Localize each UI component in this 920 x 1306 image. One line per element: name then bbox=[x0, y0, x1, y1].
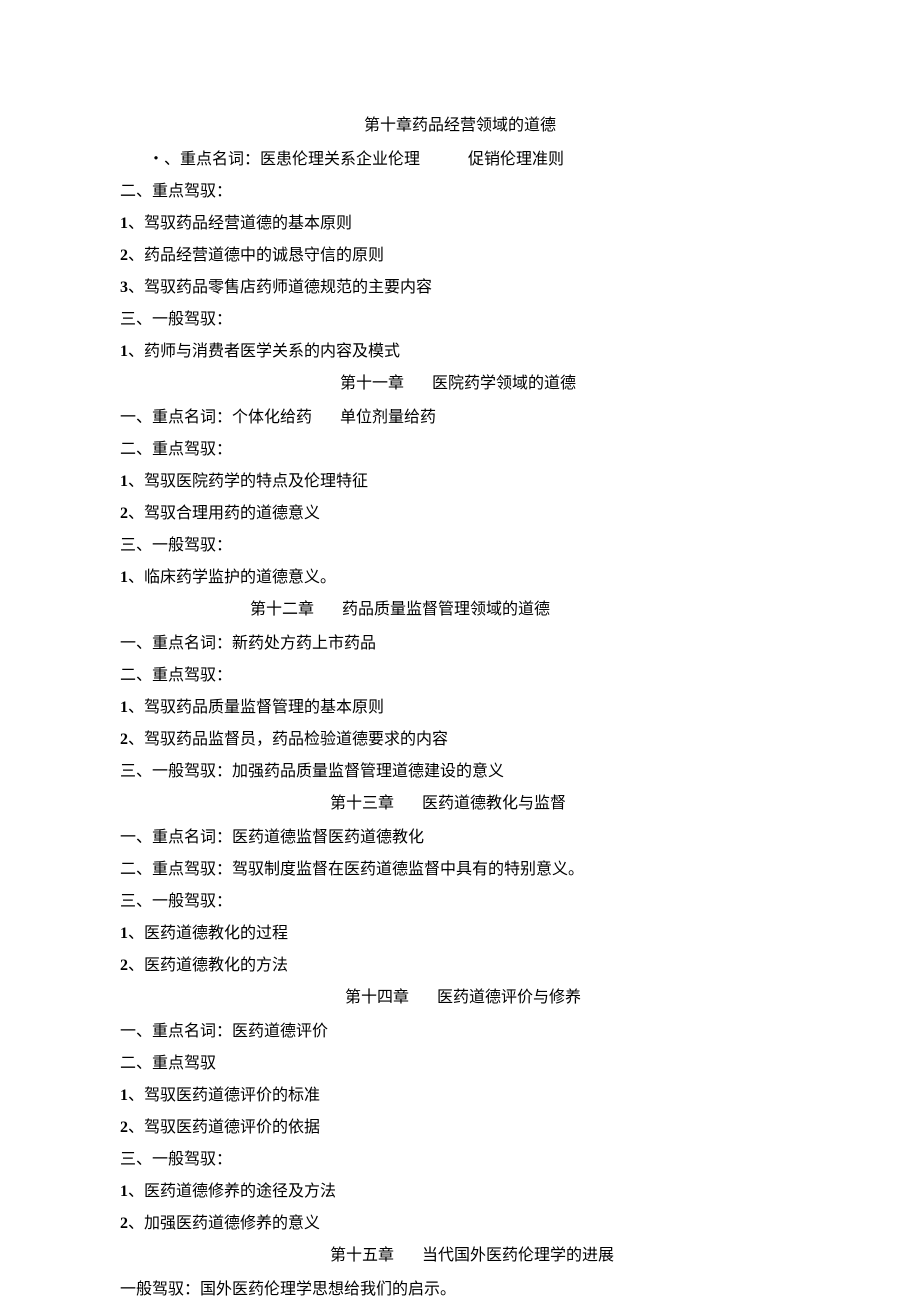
ch10-gen-1: 1、药师与消费者医学关系的内容及模式 bbox=[120, 336, 800, 368]
text: 、药师与消费者医学关系的内容及模式 bbox=[128, 343, 400, 360]
ch12-section2: 二、重点驾驭： bbox=[120, 660, 800, 692]
ch14-keywords: 一、重点名词：医药道德评价 bbox=[120, 1016, 800, 1048]
num: 1 bbox=[120, 473, 128, 490]
ch11-keywords-a: 一、重点名词：个体化给药 bbox=[120, 409, 312, 426]
ch12-section3: 三、一般驾驭：加强药品质量监督管理道德建设的意义 bbox=[120, 756, 800, 788]
num: 1 bbox=[120, 699, 128, 716]
ch13-title-b: 医药道德教化与监督 bbox=[422, 795, 566, 812]
text: 、驾驭药品质量监督管理的基本原则 bbox=[128, 699, 384, 716]
num: 2 bbox=[120, 1215, 128, 1232]
text: 、驾驭药品零售店药师道德规范的主要内容 bbox=[128, 279, 432, 296]
ch13-keywords: 一、重点名词：医药道德监督医药道德教化 bbox=[120, 822, 800, 854]
chapter-14-title: 第十四章 医药道德评价与修养 bbox=[120, 982, 800, 1014]
ch12-title-a: 第十二章 bbox=[250, 601, 314, 618]
num: 3 bbox=[120, 279, 128, 296]
ch10-keywords: ・、重点名词：医患伦理关系企业伦理 促销伦理准则 bbox=[120, 144, 800, 176]
num: 2 bbox=[120, 247, 128, 264]
ch14-item-1: 1、驾驭医药道德评价的标准 bbox=[120, 1080, 800, 1112]
ch12-title-b: 药品质量监督管理领域的道德 bbox=[342, 601, 550, 618]
text: 、驾驭医药道德评价的标准 bbox=[128, 1087, 320, 1104]
ch14-item-2: 2、驾驭医药道德评价的依据 bbox=[120, 1112, 800, 1144]
text: 、药品经营道德中的诚恳守信的原则 bbox=[128, 247, 384, 264]
text: 、驾驭药品监督员，药品检验道德要求的内容 bbox=[128, 731, 448, 748]
text: 、驾驭药品经营道德的基本原则 bbox=[128, 215, 352, 232]
ch11-title-b: 医院药学领域的道德 bbox=[432, 375, 576, 392]
ch10-section2: 二、重点驾驭： bbox=[120, 176, 800, 208]
chapter-10-title: 第十章药品经营领域的道德 bbox=[120, 110, 800, 142]
ch14-gen-1: 1、医药道德修养的途径及方法 bbox=[120, 1176, 800, 1208]
num: 1 bbox=[120, 925, 128, 942]
chapter-12-title: 第十二章 药品质量监督管理领域的道德 bbox=[120, 594, 800, 626]
ch11-item-1: 1、驾驭医院药学的特点及伦理特征 bbox=[120, 466, 800, 498]
text: 、驾驭医药道德评价的依据 bbox=[128, 1119, 320, 1136]
num: 1 bbox=[120, 215, 128, 232]
ch10-keywords-a: ・、重点名词：医患伦理关系企业伦理 bbox=[148, 151, 420, 168]
ch11-keywords-b: 单位剂量给药 bbox=[340, 409, 436, 426]
ch11-keywords: 一、重点名词：个体化给药 单位剂量给药 bbox=[120, 402, 800, 434]
ch12-keywords: 一、重点名词：新药处方药上市药品 bbox=[120, 628, 800, 660]
num: 2 bbox=[120, 957, 128, 974]
ch14-section3: 三、一般驾驭： bbox=[120, 1144, 800, 1176]
num: 2 bbox=[120, 731, 128, 748]
num: 2 bbox=[120, 1119, 128, 1136]
num: 1 bbox=[120, 343, 128, 360]
ch14-title-a: 第十四章 bbox=[345, 989, 409, 1006]
ch10-item-3: 3、驾驭药品零售店药师道德规范的主要内容 bbox=[120, 272, 800, 304]
ch15-line1: 一般驾驭：国外医药伦理学思想给我们的启示。 bbox=[120, 1274, 800, 1306]
ch10-section3: 三、一般驾驭： bbox=[120, 304, 800, 336]
num: 1 bbox=[120, 1183, 128, 1200]
num: 1 bbox=[120, 1087, 128, 1104]
text: 、加强医药道德修养的意义 bbox=[128, 1215, 320, 1232]
text: 、临床药学监护的道德意义。 bbox=[128, 569, 336, 586]
text: 、医药道德教化的过程 bbox=[128, 925, 288, 942]
text: 、医药道德修养的途径及方法 bbox=[128, 1183, 336, 1200]
ch11-gen-1: 1、临床药学监护的道德意义。 bbox=[120, 562, 800, 594]
ch10-item-2: 2、药品经营道德中的诚恳守信的原则 bbox=[120, 240, 800, 272]
ch14-section2: 二、重点驾驭 bbox=[120, 1048, 800, 1080]
ch12-item-1: 1、驾驭药品质量监督管理的基本原则 bbox=[120, 692, 800, 724]
ch14-gen-2: 2、加强医药道德修养的意义 bbox=[120, 1208, 800, 1240]
text: 、医药道德教化的方法 bbox=[128, 957, 288, 974]
ch15-title-b: 当代国外医药伦理学的进展 bbox=[422, 1247, 614, 1264]
chapter-11-title: 第十一章 医院药学领域的道德 bbox=[120, 368, 800, 400]
ch12-item-2: 2、驾驭药品监督员，药品检验道德要求的内容 bbox=[120, 724, 800, 756]
ch10-keywords-b: 促销伦理准则 bbox=[468, 151, 564, 168]
ch13-gen-1: 1、医药道德教化的过程 bbox=[120, 918, 800, 950]
num: 1 bbox=[120, 569, 128, 586]
ch11-section2: 二、重点驾驭： bbox=[120, 434, 800, 466]
num: 2 bbox=[120, 505, 128, 522]
ch11-section3: 三、一般驾驭： bbox=[120, 530, 800, 562]
chapter-13-title: 第十三章 医药道德教化与监督 bbox=[120, 788, 800, 820]
ch10-item-1: 1、驾驭药品经营道德的基本原则 bbox=[120, 208, 800, 240]
text: 、驾驭合理用药的道德意义 bbox=[128, 505, 320, 522]
text: 、驾驭医院药学的特点及伦理特征 bbox=[128, 473, 368, 490]
ch11-item-2: 2、驾驭合理用药的道德意义 bbox=[120, 498, 800, 530]
ch13-title-a: 第十三章 bbox=[330, 795, 394, 812]
chapter-15-title: 第十五章 当代国外医药伦理学的进展 bbox=[120, 1240, 800, 1272]
ch13-gen-2: 2、医药道德教化的方法 bbox=[120, 950, 800, 982]
ch13-section3: 三、一般驾驭： bbox=[120, 886, 800, 918]
ch11-title-a: 第十一章 bbox=[340, 375, 404, 392]
ch14-title-b: 医药道德评价与修养 bbox=[437, 989, 581, 1006]
ch15-title-a: 第十五章 bbox=[330, 1247, 394, 1264]
ch13-section2: 二、重点驾驭：驾驭制度监督在医药道德监督中具有的特别意义。 bbox=[120, 854, 800, 886]
